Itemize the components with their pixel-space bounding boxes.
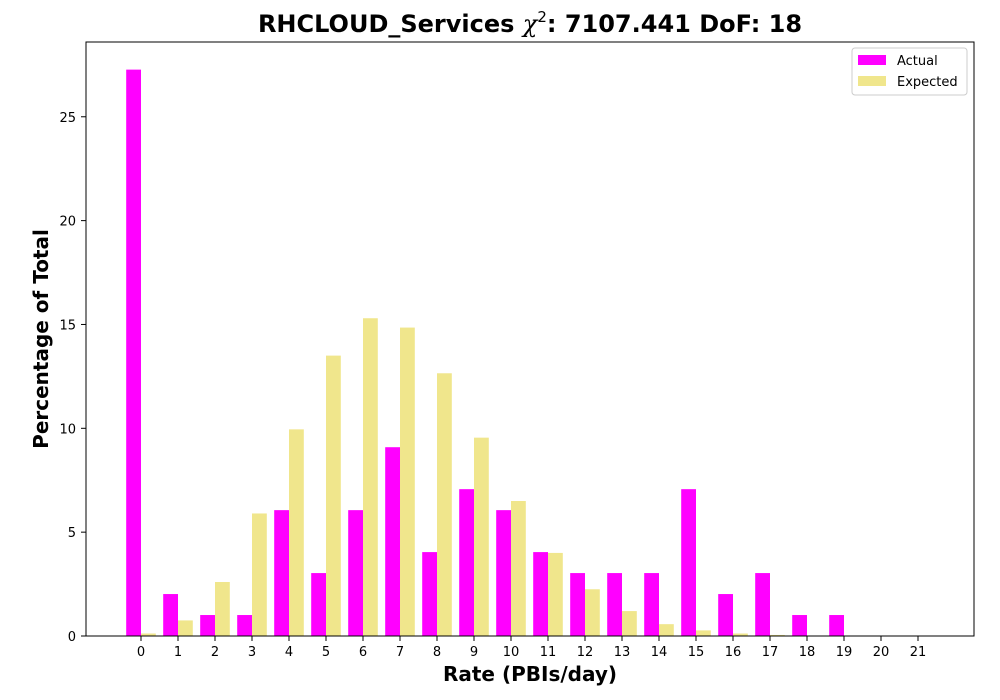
x-tick-label: 19 xyxy=(836,645,853,660)
x-tick-label: 3 xyxy=(248,645,256,660)
bar-actual-0 xyxy=(126,69,141,637)
bar-actual-1 xyxy=(163,594,178,636)
bar-expected-1 xyxy=(178,620,193,636)
legend-swatch-actual xyxy=(858,55,886,65)
x-tick-label: 13 xyxy=(614,645,631,660)
bar-actual-2 xyxy=(200,615,215,636)
x-tick-label: 10 xyxy=(503,645,520,660)
bar-expected-11 xyxy=(548,552,563,636)
bars-group xyxy=(126,69,859,637)
title-prefix: RHCLOUD_Services xyxy=(258,10,523,38)
x-tick-label: 5 xyxy=(322,645,330,660)
x-tick-label: 21 xyxy=(910,645,927,660)
bar-actual-4 xyxy=(274,510,289,636)
x-tick-label: 14 xyxy=(651,645,668,660)
bar-actual-16 xyxy=(718,594,733,636)
bar-expected-8 xyxy=(437,373,452,636)
x-tick-label: 12 xyxy=(577,645,594,660)
bar-actual-11 xyxy=(533,552,548,636)
plot-area-frame xyxy=(85,41,975,637)
bar-actual-12 xyxy=(570,573,585,636)
bar-expected-16 xyxy=(733,633,748,636)
bar-expected-13 xyxy=(622,611,637,636)
chart-title: RHCLOUD_Services χ2: 7107.441 DoF: 18 xyxy=(258,8,802,38)
y-tick-label: 0 xyxy=(68,630,76,645)
y-tick-label: 10 xyxy=(59,422,76,437)
bar-expected-6 xyxy=(363,318,378,636)
x-axis-ticks: 0 1 2 3 4 5 6 7 8 9 10 11 12 13 14 15 16 17 18 19 20 21 xyxy=(137,636,926,660)
bar-expected-14 xyxy=(659,624,674,636)
x-tick-label: 1 xyxy=(174,645,182,660)
bar-expected-7 xyxy=(400,327,415,636)
x-tick-label: 16 xyxy=(725,645,742,660)
bar-actual-9 xyxy=(459,489,474,636)
y-tick-label: 5 xyxy=(68,526,76,541)
bar-expected-2 xyxy=(215,582,230,636)
bar-actual-5 xyxy=(311,573,326,636)
bar-actual-13 xyxy=(607,573,622,636)
y-axis-label: Percentage of Total xyxy=(29,229,53,449)
bar-expected-5 xyxy=(326,355,341,636)
x-tick-label: 0 xyxy=(137,645,145,660)
x-tick-label: 8 xyxy=(433,645,441,660)
bar-actual-6 xyxy=(348,510,363,636)
legend-swatch-expected xyxy=(858,76,886,86)
title-suffix: : 7107.441 DoF: 18 xyxy=(547,10,802,38)
bar-actual-10 xyxy=(496,510,511,636)
y-tick-label: 20 xyxy=(59,215,76,230)
x-tick-label: 7 xyxy=(396,645,404,660)
y-axis-ticks: 0 5 10 15 20 25 xyxy=(59,111,86,645)
title-chi-exponent: 2 xyxy=(537,8,547,26)
bar-expected-4 xyxy=(289,429,304,636)
bar-actual-17 xyxy=(755,573,770,636)
bar-actual-3 xyxy=(237,615,252,636)
x-tick-label: 18 xyxy=(799,645,816,660)
bar-actual-18 xyxy=(792,615,807,636)
bar-expected-15 xyxy=(696,630,711,636)
bar-actual-7 xyxy=(385,447,400,636)
x-tick-label: 6 xyxy=(359,645,367,660)
bar-actual-15 xyxy=(681,489,696,636)
x-tick-label: 4 xyxy=(285,645,293,660)
x-tick-label: 2 xyxy=(211,645,219,660)
bar-expected-17 xyxy=(770,634,785,636)
title-chi-symbol: χ xyxy=(521,10,539,38)
x-tick-label: 9 xyxy=(470,645,478,660)
x-tick-label: 20 xyxy=(873,645,890,660)
x-axis-label: Rate (PBIs/day) xyxy=(443,662,617,686)
bar-actual-14 xyxy=(644,573,659,636)
x-tick-label: 11 xyxy=(540,645,557,660)
y-tick-label: 25 xyxy=(59,111,76,126)
x-tick-label: 15 xyxy=(688,645,705,660)
bar-expected-12 xyxy=(585,589,600,636)
legend-label-expected: Expected xyxy=(897,75,958,90)
x-tick-label: 17 xyxy=(762,645,779,660)
y-tick-label: 15 xyxy=(59,318,76,333)
legend-label-actual: Actual xyxy=(897,54,938,69)
legend: Actual Expected xyxy=(851,47,968,96)
bar-expected-0 xyxy=(141,633,156,636)
bar-expected-3 xyxy=(252,513,267,636)
bar-expected-10 xyxy=(511,501,526,636)
bar-actual-19 xyxy=(829,615,844,636)
bar-actual-8 xyxy=(422,552,437,636)
bar-expected-9 xyxy=(474,437,489,636)
